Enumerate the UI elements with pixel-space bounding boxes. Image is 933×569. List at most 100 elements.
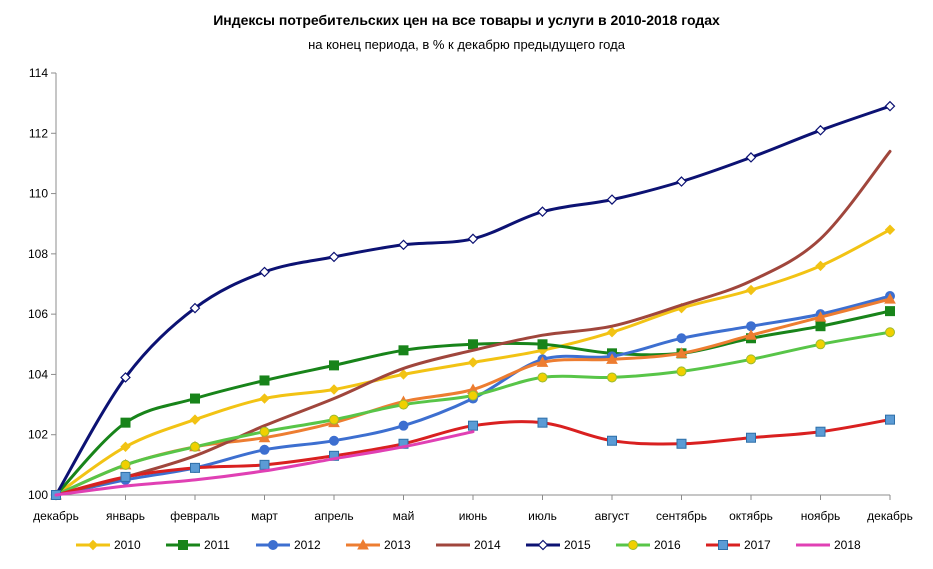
legend-marker-2011 (178, 540, 188, 550)
legend-label-2012: 2012 (294, 538, 321, 552)
point-2016-6 (468, 390, 478, 401)
y-tick-label-110: 110 (29, 187, 48, 201)
y-tick-label-102: 102 (28, 428, 48, 442)
series-2016 (51, 327, 895, 500)
point-2010-4 (328, 384, 340, 395)
point-2012-3 (259, 444, 270, 455)
x-tick-label-4: апрель (314, 509, 353, 523)
legend-label-2017: 2017 (744, 538, 771, 552)
point-2011-7 (537, 339, 548, 350)
point-2016-5 (398, 399, 409, 410)
x-tick-label-12: декабрь (867, 509, 913, 523)
legend-marker-2015 (537, 539, 549, 551)
legend-item-2016: 2016 (616, 538, 681, 552)
point-2012-5 (398, 420, 409, 431)
point-2015-3 (259, 266, 270, 278)
point-2017-7 (537, 417, 548, 428)
point-2017-9 (676, 438, 687, 449)
y-tick-label-114: 114 (29, 66, 48, 80)
legend-item-2017: 2017 (706, 538, 771, 552)
point-2015-7 (537, 206, 548, 218)
series-2015 (50, 100, 896, 501)
point-2015-11 (815, 124, 826, 136)
legend-item-2013: 2013 (346, 538, 411, 552)
point-2016-1 (120, 459, 131, 470)
point-2015-10 (745, 152, 757, 163)
legend-label-2014: 2014 (474, 538, 501, 552)
point-2017-11 (815, 426, 826, 437)
point-2013-7 (536, 356, 549, 367)
point-2011-3 (259, 375, 270, 386)
legend-item-2014: 2014 (436, 538, 501, 552)
point-2010-11 (815, 260, 826, 272)
x-tick-label-8: август (595, 509, 630, 523)
point-2012-9 (676, 333, 687, 344)
point-2017-6 (468, 420, 478, 431)
legend-label-2013: 2013 (384, 538, 411, 552)
point-2016-7 (537, 372, 548, 383)
legend-label-2011: 2011 (204, 538, 230, 552)
point-2015-2 (189, 302, 201, 314)
chart-legend: 2010 2011 2012 2013 2014 2015 2016 2017 2018 (76, 538, 861, 552)
series-2017 (51, 414, 895, 500)
point-2010-10 (745, 284, 757, 296)
series-2010 (50, 224, 896, 501)
point-2017-8 (607, 435, 617, 446)
point-2016-12 (885, 327, 895, 338)
legend-marker-2012 (268, 540, 278, 550)
point-2016-11 (815, 339, 826, 350)
series-line-2018 (54, 430, 475, 497)
legend-label-2015: 2015 (564, 538, 591, 552)
legend-item-2012: 2012 (256, 538, 321, 552)
legend-marker-2017 (718, 540, 728, 550)
point-2016-2 (190, 441, 200, 452)
point-2010-8 (606, 327, 618, 338)
point-2010-1 (120, 441, 131, 452)
point-2015-6 (467, 233, 479, 245)
chart-subtitle: на конец периода, в % к декабрю предыдущ… (308, 37, 625, 52)
point-2013-3 (258, 431, 271, 443)
x-tick-label-11: ноябрь (801, 509, 841, 523)
point-2010-12 (884, 224, 896, 235)
point-2010-2 (189, 414, 201, 425)
series-layer (50, 100, 896, 501)
point-2011-2 (190, 393, 200, 404)
point-2011-12 (885, 306, 895, 317)
point-2011-1 (120, 417, 131, 428)
point-2017-1 (120, 471, 131, 482)
legend-marker-2016 (628, 540, 638, 550)
chart-title: Индексы потребительских цен на все товар… (213, 12, 720, 28)
legend-item-2011: 2011 (166, 538, 230, 552)
series-2014 (54, 149, 892, 497)
legend-label-2016: 2016 (654, 538, 681, 552)
point-2016-8 (607, 372, 617, 383)
point-2015-8 (606, 194, 618, 205)
series-line-2014 (54, 149, 892, 497)
point-2012-4 (329, 435, 339, 446)
x-tick-label-7: июль (528, 509, 557, 523)
x-tick-label-6: июнь (459, 509, 488, 523)
x-tick-label-9: сентябрь (656, 509, 707, 523)
legend-item-2015: 2015 (526, 538, 591, 552)
point-2017-10 (746, 432, 756, 443)
point-2011-5 (398, 345, 409, 356)
point-2010-3 (259, 393, 270, 404)
point-2015-1 (120, 372, 131, 383)
point-2010-5 (398, 369, 409, 380)
y-tick-label-108: 108 (28, 247, 48, 261)
x-tick-label-3: март (251, 509, 278, 523)
point-2016-10 (746, 354, 756, 365)
x-tick-label-0: декабрь (33, 509, 79, 523)
point-2010-6 (467, 357, 479, 368)
x-tick-label-10: октябрь (729, 509, 773, 523)
point-2016-3 (259, 426, 270, 437)
point-2011-11 (815, 321, 826, 332)
point-2013-9 (675, 347, 688, 358)
x-tick-label-2: февраль (170, 509, 220, 523)
point-2013-10 (745, 329, 757, 340)
x-tick-label-1: январь (106, 509, 145, 523)
y-tick-label-106: 106 (28, 307, 48, 321)
legend-item-2010: 2010 (76, 538, 141, 552)
legend-marker-2010 (87, 539, 99, 551)
